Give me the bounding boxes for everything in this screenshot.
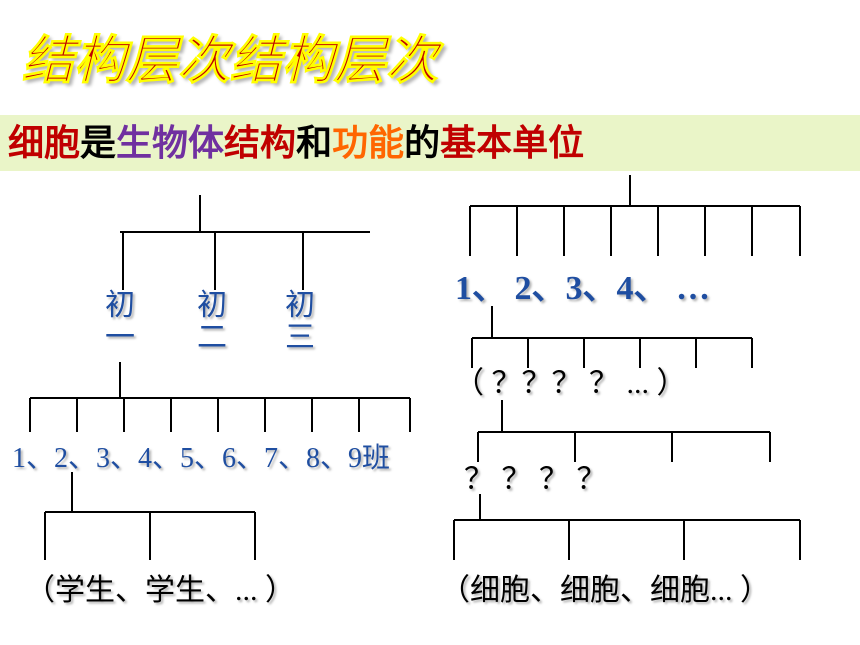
tree-node-label: （学生、学生、... ） xyxy=(25,565,295,609)
tree-node-label: （细胞、细胞、细胞... ） xyxy=(440,565,770,609)
tree-node-label: 1、 2、3、4、 … xyxy=(455,260,710,309)
subtitle-segment: 功能 xyxy=(332,123,404,163)
subtitle-segment: 生物体 xyxy=(116,123,224,163)
tree-node-label: 初一 xyxy=(105,290,135,353)
tree-node-label: ？ ？ ？ ？ xyxy=(464,454,607,498)
subtitle-segment: 基本单位 xyxy=(440,123,584,163)
tree-node-label: 初三 xyxy=(285,290,315,353)
subtitle-segment: 和 xyxy=(296,123,332,163)
subtitle-segment: 的 xyxy=(404,123,440,163)
main-title: 结构层次结构层次 xyxy=(22,18,438,93)
subtitle-banner: 细胞是生物体结构和功能的基本单位 xyxy=(0,115,860,171)
subtitle-segment: 细胞 xyxy=(8,123,80,163)
subtitle-segment: 结构 xyxy=(224,123,296,163)
tree-node-label: （ ？？？ ？ ... ） xyxy=(454,358,687,402)
subtitle-segment: 是 xyxy=(80,123,116,163)
tree-node-label: 初二 xyxy=(197,290,227,353)
tree-node-label: 1、2、3、4、5、6、7、8、9班 xyxy=(12,436,390,476)
